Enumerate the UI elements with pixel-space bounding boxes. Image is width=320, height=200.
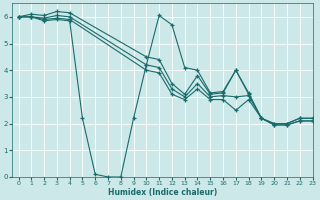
X-axis label: Humidex (Indice chaleur): Humidex (Indice chaleur) <box>108 188 217 197</box>
